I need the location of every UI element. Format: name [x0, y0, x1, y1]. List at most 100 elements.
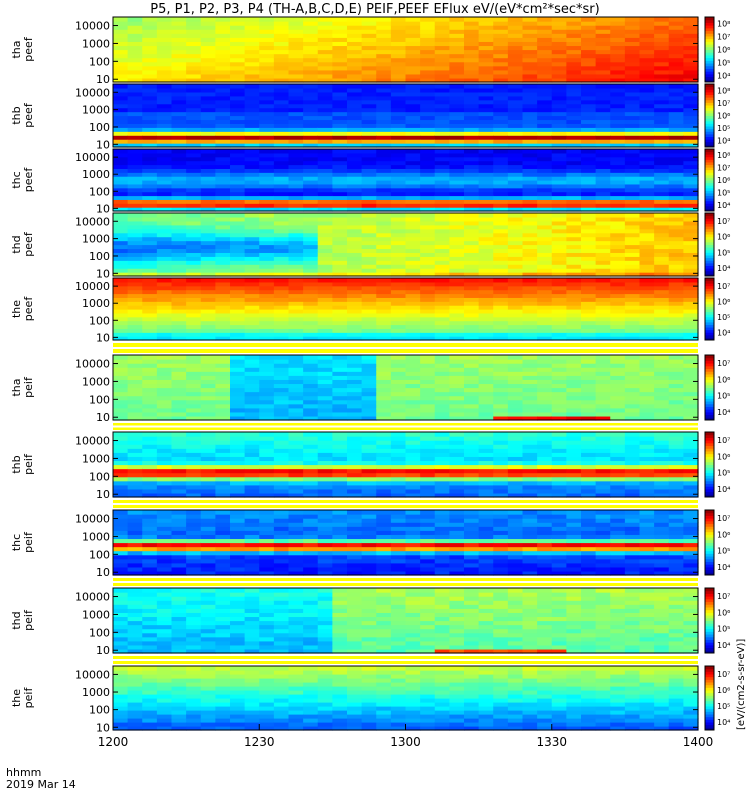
heatmap-cell [288, 415, 304, 421]
heatmap-cell [581, 309, 597, 314]
heatmap-cell [610, 436, 626, 441]
heatmap-cell [390, 183, 407, 189]
heatmap-cell [200, 37, 216, 42]
heatmap-cell [581, 183, 597, 189]
heatmap-cell [390, 99, 407, 105]
heatmap-cell [493, 45, 509, 51]
heatmap-cell [507, 285, 524, 291]
heatmap-cell [303, 149, 319, 154]
heatmap-cell [156, 297, 173, 302]
heatmap-cell [113, 143, 129, 148]
heatmap-cell [624, 135, 641, 140]
heatmap-cell [683, 472, 699, 478]
heatmap-cell [551, 278, 567, 283]
heatmap-cell [493, 301, 509, 306]
heatmap-cell [142, 415, 158, 421]
heatmap-cell [434, 359, 450, 364]
heatmap-cell [537, 281, 553, 287]
heatmap-cell [273, 452, 290, 457]
heatmap-cell [142, 216, 158, 222]
heatmap-cell [230, 383, 246, 389]
heatmap-cell [171, 305, 187, 310]
colorbar-step [705, 390, 714, 394]
heatmap-cell [507, 213, 524, 218]
heatmap-cell [464, 371, 480, 376]
heatmap-cell [478, 285, 494, 291]
heatmap-cell [595, 123, 611, 128]
heatmap-cell [347, 415, 363, 421]
heatmap-cell [200, 84, 216, 89]
heatmap-cell [230, 514, 246, 519]
colorbar-step [705, 76, 714, 80]
heatmap-cell [171, 127, 187, 132]
heatmap-cell [244, 297, 260, 302]
colorbar-step [705, 491, 714, 495]
heatmap-cell [507, 411, 524, 417]
heatmap-cell [361, 183, 377, 189]
heatmap-cell [522, 297, 538, 302]
heatmap-cell [537, 103, 553, 109]
heatmap-cell [464, 21, 480, 26]
colorbar-step [705, 136, 714, 140]
heatmap-cell [581, 95, 597, 101]
heatmap-cell [420, 395, 436, 401]
heatmap-cell [668, 45, 684, 51]
heatmap-cell [434, 387, 450, 393]
heatmap-cell [113, 363, 129, 368]
heatmap-cell [230, 391, 246, 397]
heatmap-cell [113, 332, 129, 337]
heatmap-cell [493, 21, 509, 26]
heatmap-cell [551, 336, 567, 341]
heatmap-cell [332, 61, 348, 67]
heatmap-cell [390, 45, 407, 51]
heatmap-cell [361, 256, 377, 261]
heatmap-cell [273, 488, 290, 494]
heatmap-cell [361, 297, 377, 302]
heatmap-cell [683, 252, 699, 257]
heatmap-cell [654, 228, 670, 234]
heatmap-cell [595, 111, 611, 117]
heatmap-cell [113, 289, 129, 295]
heatmap-cell [624, 176, 641, 181]
colorbar-step [705, 192, 714, 196]
heatmap-cell [639, 387, 655, 393]
heatmap-cell [449, 216, 465, 222]
heatmap-cell [449, 131, 465, 136]
heatmap-cell [566, 160, 582, 166]
heatmap-cell [244, 285, 260, 291]
heatmap-cell [624, 383, 641, 389]
heatmap-cell [449, 199, 465, 204]
heatmap-cell [273, 49, 290, 55]
y-tick-label: 100 [89, 470, 110, 483]
heatmap-cell [537, 328, 553, 333]
heatmap-cell [244, 156, 260, 162]
heatmap-cell [303, 172, 319, 177]
heatmap-cell [332, 29, 348, 34]
heatmap-cell [288, 383, 304, 389]
heatmap-cell [566, 65, 582, 71]
heatmap-cell [683, 203, 699, 208]
heatmap-cell [215, 514, 231, 519]
heatmap-cell [683, 180, 699, 185]
heatmap-cell [683, 176, 699, 181]
heatmap-cell [127, 65, 143, 71]
heatmap-cell [171, 21, 187, 26]
heatmap-cell [654, 240, 670, 246]
heatmap-cell [376, 309, 392, 314]
heatmap-cell [566, 468, 582, 474]
heatmap-cell [639, 37, 655, 42]
heatmap-cell [390, 403, 407, 409]
heatmap-cell [610, 180, 626, 185]
heatmap-cell [215, 168, 231, 173]
heatmap-cell [581, 195, 597, 200]
heatmap-cell [171, 272, 187, 277]
heatmap-cell [273, 359, 290, 364]
heatmap-cell [215, 139, 231, 144]
heatmap-cell [493, 139, 509, 144]
heatmap-cell [464, 203, 480, 208]
heatmap-cell [581, 77, 597, 83]
heatmap-cell [376, 464, 392, 470]
heatmap-cell [288, 570, 304, 576]
heatmap-cell [683, 224, 699, 230]
heatmap-cell [273, 77, 290, 83]
